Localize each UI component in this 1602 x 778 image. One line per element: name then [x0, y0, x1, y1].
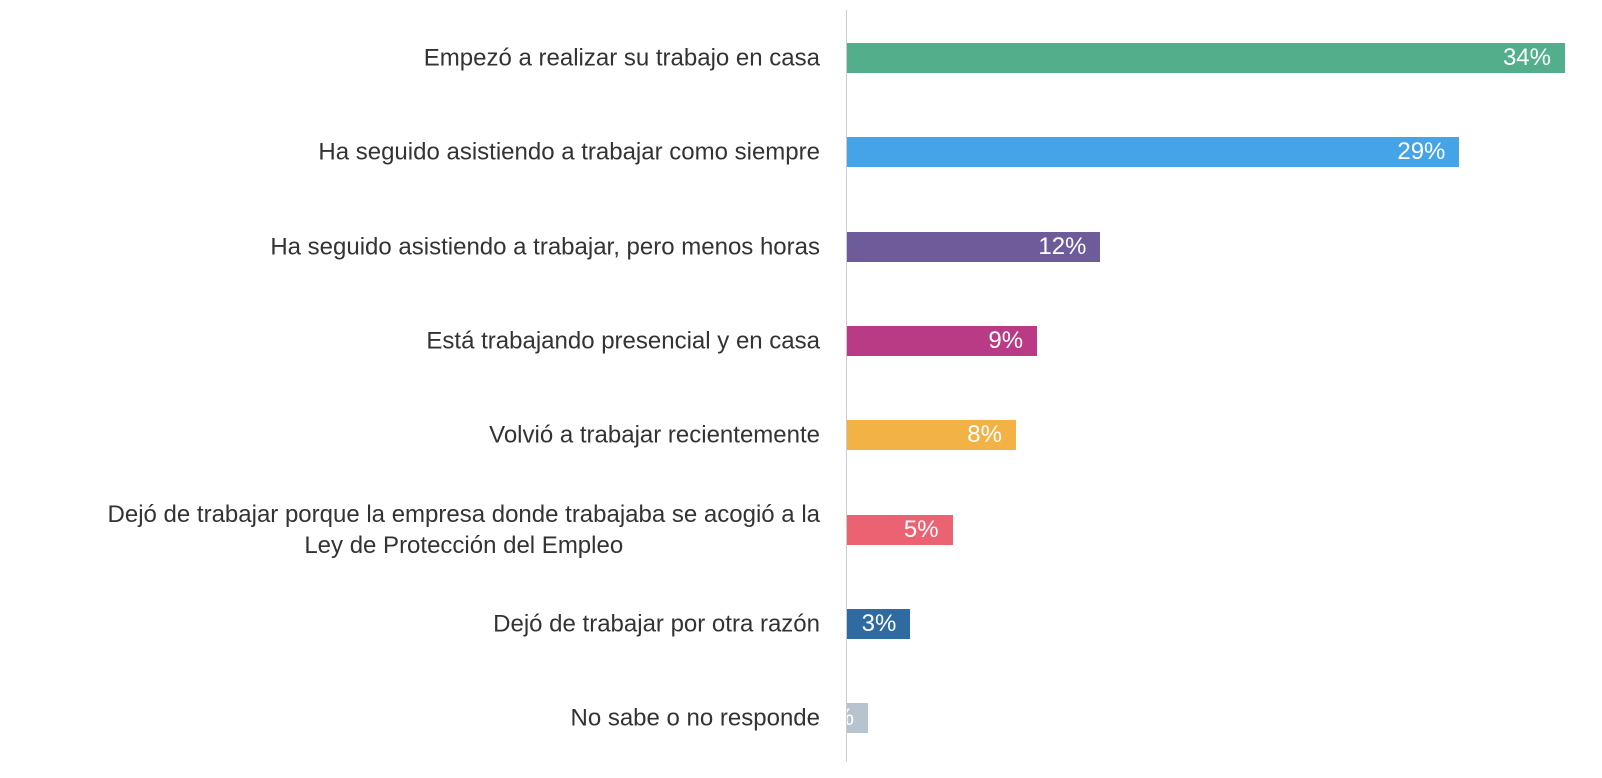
bar: 34%: [847, 43, 1565, 73]
category-label-wrap: Empezó a realizar su trabajo en casa: [424, 43, 820, 74]
bar: 8%: [847, 420, 1016, 451]
category-label-wrap: Ha seguido asistiendo a trabajar, pero m…: [270, 231, 820, 262]
category-label-wrap: Está trabajando presencial y en casa: [426, 325, 820, 356]
category-label-wrap: Ha seguido asistiendo a trabajar como si…: [318, 137, 820, 168]
value-label: 9%: [988, 326, 1024, 354]
value-label: 5%: [903, 515, 939, 543]
category-label: Empezó a realizar su trabajo en casa: [423, 44, 820, 72]
category-label-wrap: Volvió a trabajar recientemente: [489, 420, 820, 451]
value-label: 29%: [1397, 138, 1446, 166]
bar: 29%: [847, 137, 1460, 168]
value-label: 1%: [847, 703, 854, 733]
value-label: 34%: [1502, 44, 1551, 71]
category-label: No sabe o no responde: [570, 704, 820, 732]
category-label: Ha seguido asistiendo a trabajar, pero m…: [270, 233, 820, 261]
category-label: Dejó de trabajar porque la empresa donde…: [107, 500, 820, 559]
category-label: Está trabajando presencial y en casa: [426, 327, 820, 355]
category-label: Ha seguido asistiendo a trabajar como si…: [318, 138, 820, 166]
category-label-wrap: Dejó de trabajar por otra razón: [493, 608, 820, 639]
axis-line: [846, 10, 847, 762]
value-label: 8%: [967, 421, 1002, 449]
bar: 1%: [847, 703, 869, 734]
bar: 5%: [847, 514, 953, 545]
value-label: 3%: [861, 609, 897, 637]
category-label: Volvió a trabajar recientemente: [489, 421, 820, 449]
bar: 3%: [847, 608, 911, 639]
value-label: 12%: [1038, 232, 1087, 260]
category-label-wrap: No sabe o no responde: [570, 703, 820, 734]
category-label: Dejó de trabajar por otra razón: [493, 610, 820, 638]
bar: 9%: [847, 325, 1038, 356]
category-label-wrap: Dejó de trabajar porque la empresa donde…: [108, 499, 820, 561]
bar: 12%: [847, 231, 1101, 262]
